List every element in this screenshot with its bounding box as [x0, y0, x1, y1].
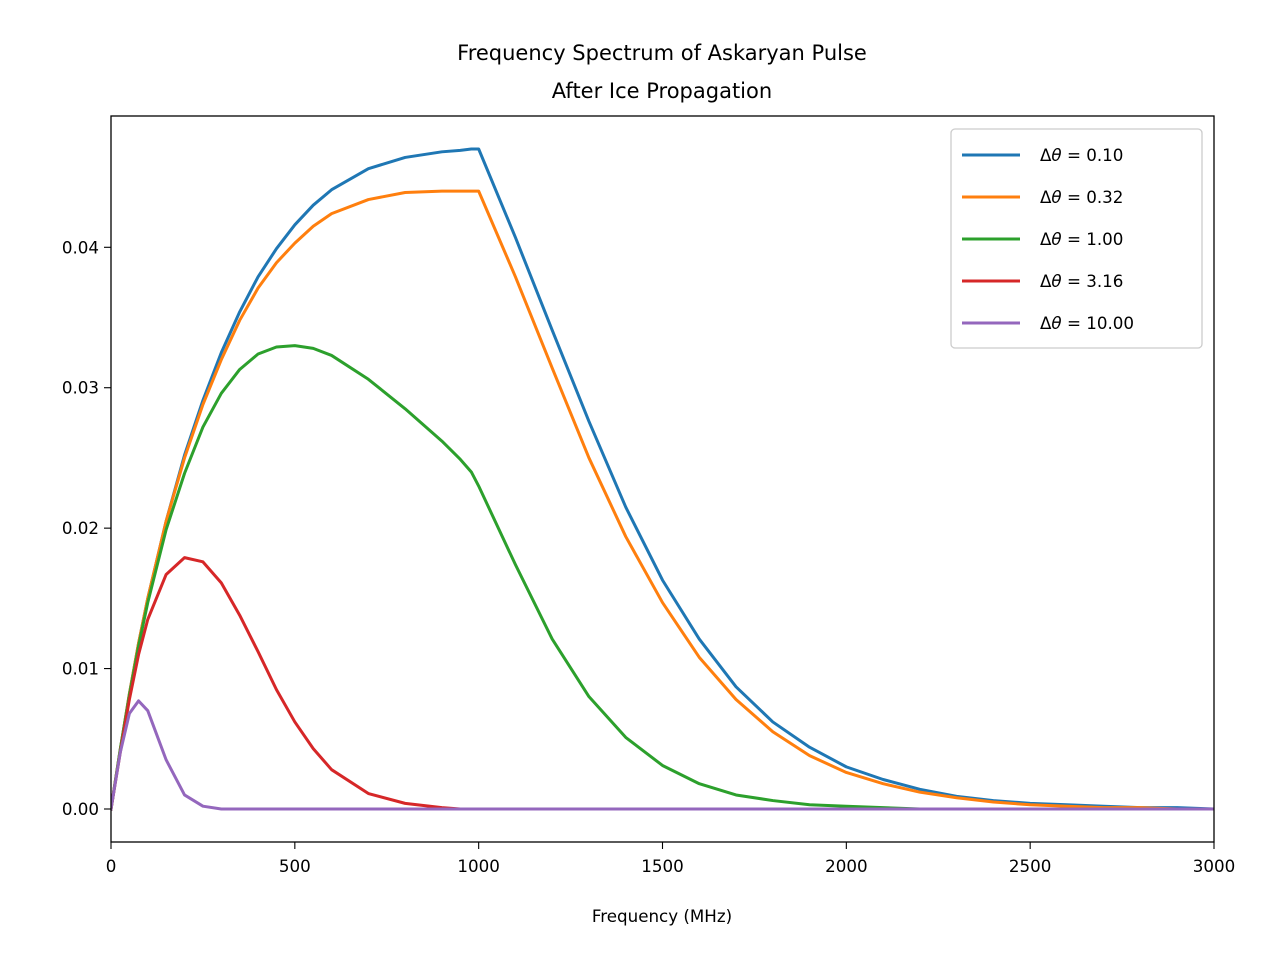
- legend-theta: θ: [1051, 229, 1061, 249]
- y-tick-label: 0.01: [62, 659, 99, 679]
- legend-theta: θ: [1051, 271, 1061, 291]
- series-line-2: [111, 189, 1214, 811]
- legend-label-5: Δθ = 10.00: [1040, 313, 1134, 333]
- legend-delta: Δ: [1040, 313, 1052, 333]
- legend-value: = 0.32: [1062, 187, 1124, 207]
- x-tick-label: 1500: [641, 856, 683, 876]
- y-tick-label: 0.00: [62, 799, 99, 819]
- legend-value: = 10.00: [1062, 313, 1134, 333]
- legend-delta: Δ: [1040, 271, 1052, 291]
- y-tick-label: 0.02: [62, 518, 99, 538]
- legend-delta: Δ: [1040, 187, 1052, 207]
- legend-label-1: Δθ = 0.10: [1040, 145, 1123, 165]
- legend-value: = 1.00: [1062, 229, 1124, 249]
- legend-theta: θ: [1051, 187, 1061, 207]
- y-tick-label: 0.04: [62, 237, 99, 257]
- legend-label-2: Δθ = 0.32: [1040, 187, 1123, 207]
- legend-theta: θ: [1051, 313, 1061, 333]
- x-tick-label: 500: [279, 856, 311, 876]
- chart-title-line-1: Frequency Spectrum of Askaryan Pulse: [457, 41, 867, 65]
- x-tick-label: 1000: [457, 856, 499, 876]
- legend-value: = 0.10: [1062, 145, 1124, 165]
- legend-label-3: Δθ = 1.00: [1040, 229, 1123, 249]
- x-tick-label: 0: [106, 856, 117, 876]
- plot-frame: [110, 115, 1215, 843]
- series-lines: [111, 147, 1214, 811]
- legend-theta: θ: [1051, 145, 1061, 165]
- legend-frame: [950, 128, 1203, 349]
- legend-value: = 3.16: [1062, 271, 1124, 291]
- y-axis-ticks: 0.00 0.01 0.02 0.03 0.04: [62, 237, 111, 819]
- legend-delta: Δ: [1040, 229, 1052, 249]
- series-line-5: [111, 699, 1214, 811]
- x-tick-label: 2500: [1009, 856, 1051, 876]
- x-tick-label: 3000: [1193, 856, 1235, 876]
- legend-delta: Δ: [1040, 145, 1052, 165]
- x-axis-ticks: 0 500 1000 1500 2000 2500 3000: [106, 842, 1235, 876]
- x-tick-label: 2000: [825, 856, 867, 876]
- y-tick-label: 0.03: [62, 378, 99, 398]
- chart-title-line-2: After Ice Propagation: [552, 79, 772, 103]
- legend-label-4: Δθ = 3.16: [1040, 271, 1123, 291]
- x-axis-label: Frequency (MHz): [592, 906, 732, 926]
